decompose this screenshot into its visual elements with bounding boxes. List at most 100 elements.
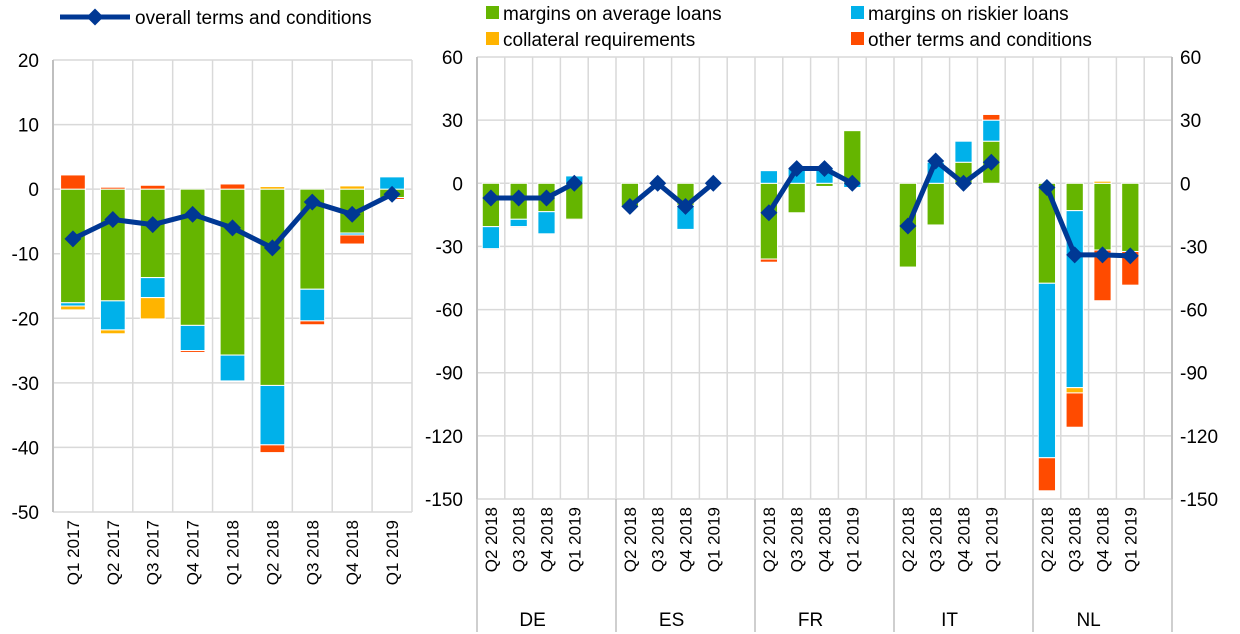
bar-blue bbox=[982, 119, 1001, 142]
legend-label-blue: margins on riskier loans bbox=[868, 4, 1069, 25]
overall-marker bbox=[224, 219, 241, 237]
bar-orange bbox=[139, 184, 166, 190]
x-tick-label: Q2 2018 bbox=[899, 507, 918, 572]
overall-marker bbox=[843, 174, 861, 192]
bar-orange bbox=[565, 218, 584, 221]
y-tick-label: -40 bbox=[12, 438, 39, 459]
y-tick-label: 0 bbox=[28, 180, 39, 201]
overall-marker bbox=[621, 197, 639, 215]
bar-blue bbox=[954, 140, 973, 163]
overall-marker bbox=[383, 185, 401, 203]
overall-marker bbox=[788, 160, 806, 178]
group-label: IT bbox=[941, 610, 958, 631]
bar-orange bbox=[509, 226, 528, 229]
x-tick-label: Q4 2018 bbox=[955, 507, 974, 572]
x-tick-label: Q4 2018 bbox=[1094, 507, 1113, 572]
bar-orange bbox=[179, 350, 206, 354]
bar-green bbox=[1121, 182, 1140, 252]
y-tick-label: -150 bbox=[425, 490, 463, 511]
bar-yellow bbox=[99, 329, 126, 335]
overall-line bbox=[1044, 186, 1131, 259]
x-tick-label: Q3 2018 bbox=[649, 507, 668, 572]
bar-orange bbox=[481, 248, 501, 251]
bar-blue bbox=[759, 170, 779, 184]
overall-line bbox=[628, 180, 715, 209]
overall-marker bbox=[184, 205, 202, 223]
legend-item-overall: overall terms and conditions bbox=[60, 8, 372, 29]
x-tick-label: Q3 2018 bbox=[510, 507, 529, 572]
overall-marker bbox=[982, 153, 1000, 171]
bar-orange bbox=[99, 186, 126, 190]
legend-label-orange: other terms and conditions bbox=[868, 30, 1092, 51]
overall-marker bbox=[704, 174, 722, 192]
group-label: NL bbox=[1076, 610, 1100, 631]
overall-marker bbox=[510, 189, 528, 207]
bar-blue bbox=[139, 277, 166, 299]
bar-orange bbox=[259, 444, 286, 454]
y-tick-label: -90 bbox=[436, 364, 463, 385]
plot-0: 20 10 0 -10 -20 -30 -40 -50 Q1 2017 Q2 2017 Q3 201… bbox=[12, 51, 413, 585]
bar-green bbox=[99, 188, 126, 302]
bar-green bbox=[219, 188, 246, 356]
x-tick-label: Q4 2018 bbox=[538, 507, 557, 572]
bar-orange bbox=[759, 258, 779, 263]
x-tick-label: Q4 2018 bbox=[677, 507, 696, 572]
y-tick-label: -120 bbox=[425, 427, 463, 448]
x-tick-label: Q1 2019 bbox=[1121, 507, 1140, 572]
y2-tick-label: 60 bbox=[1180, 48, 1201, 69]
overall-marker bbox=[482, 189, 500, 207]
bar-green bbox=[139, 188, 166, 279]
y-tick-label: 60 bbox=[442, 48, 463, 69]
x-tick-label: Q2 2018 bbox=[621, 507, 640, 572]
overall-marker bbox=[64, 230, 82, 248]
x-tick-label: Q3 2018 bbox=[1066, 507, 1085, 572]
overall-line bbox=[905, 158, 993, 227]
bar-green bbox=[259, 188, 286, 386]
bar-orange bbox=[299, 320, 326, 326]
y-tick-label: 30 bbox=[442, 111, 463, 132]
y-tick-label: -20 bbox=[12, 309, 39, 330]
bar-yellow bbox=[1065, 387, 1084, 394]
x-tick-label: Q3 2017 bbox=[144, 520, 163, 585]
y-tick-label: -10 bbox=[12, 245, 39, 266]
bar-blue bbox=[219, 354, 246, 382]
x-tick-label: Q4 2018 bbox=[816, 507, 835, 572]
bar-orange bbox=[1065, 392, 1084, 428]
x-tick-label: Q3 2018 bbox=[303, 520, 322, 585]
bar-blue bbox=[259, 384, 286, 446]
overall-marker bbox=[343, 205, 361, 223]
x-tick-label: Q1 2018 bbox=[224, 520, 243, 585]
bar-orange bbox=[1037, 457, 1057, 492]
bar-blue bbox=[99, 300, 126, 331]
bar-blue bbox=[179, 324, 206, 352]
y2-tick-label: 0 bbox=[1180, 174, 1191, 195]
legend-item-green: margins on average loans bbox=[486, 4, 722, 25]
x-tick-label: Q2 2018 bbox=[760, 507, 779, 572]
bar-blue bbox=[537, 211, 556, 235]
y-tick-label: -30 bbox=[12, 374, 39, 395]
x-tick-label: Q2 2018 bbox=[1038, 507, 1057, 572]
overall-marker bbox=[565, 174, 583, 192]
overall-marker bbox=[649, 174, 667, 192]
bar-blue bbox=[509, 218, 528, 228]
bar-orange bbox=[982, 113, 1001, 121]
plot-1: 60 60 30 30 0 0 -30 -30 -60 -60 -90 -90 -120 -120 -150… bbox=[425, 48, 1218, 632]
overall-line bbox=[490, 181, 576, 201]
bar-blue bbox=[299, 288, 326, 322]
overall-marker bbox=[104, 211, 122, 228]
x-tick-label: Q1 2019 bbox=[383, 520, 402, 585]
bar-green bbox=[1093, 182, 1112, 251]
bar-orange bbox=[219, 183, 246, 190]
bar-yellow bbox=[339, 185, 366, 190]
bar-yellow bbox=[139, 297, 166, 320]
legend-item-orange: other terms and conditions bbox=[851, 30, 1092, 51]
x-tick-label: Q2 2018 bbox=[263, 520, 282, 585]
bar-yellow bbox=[60, 305, 86, 311]
x-tick-label: Q2 2018 bbox=[482, 507, 501, 572]
y-tick-label: -50 bbox=[12, 503, 39, 524]
group-label: ES bbox=[659, 610, 684, 631]
legend-item-yellow: collateral requirements bbox=[486, 30, 695, 51]
y2-tick-label: -120 bbox=[1180, 427, 1218, 448]
y2-tick-label: 30 bbox=[1180, 111, 1201, 132]
